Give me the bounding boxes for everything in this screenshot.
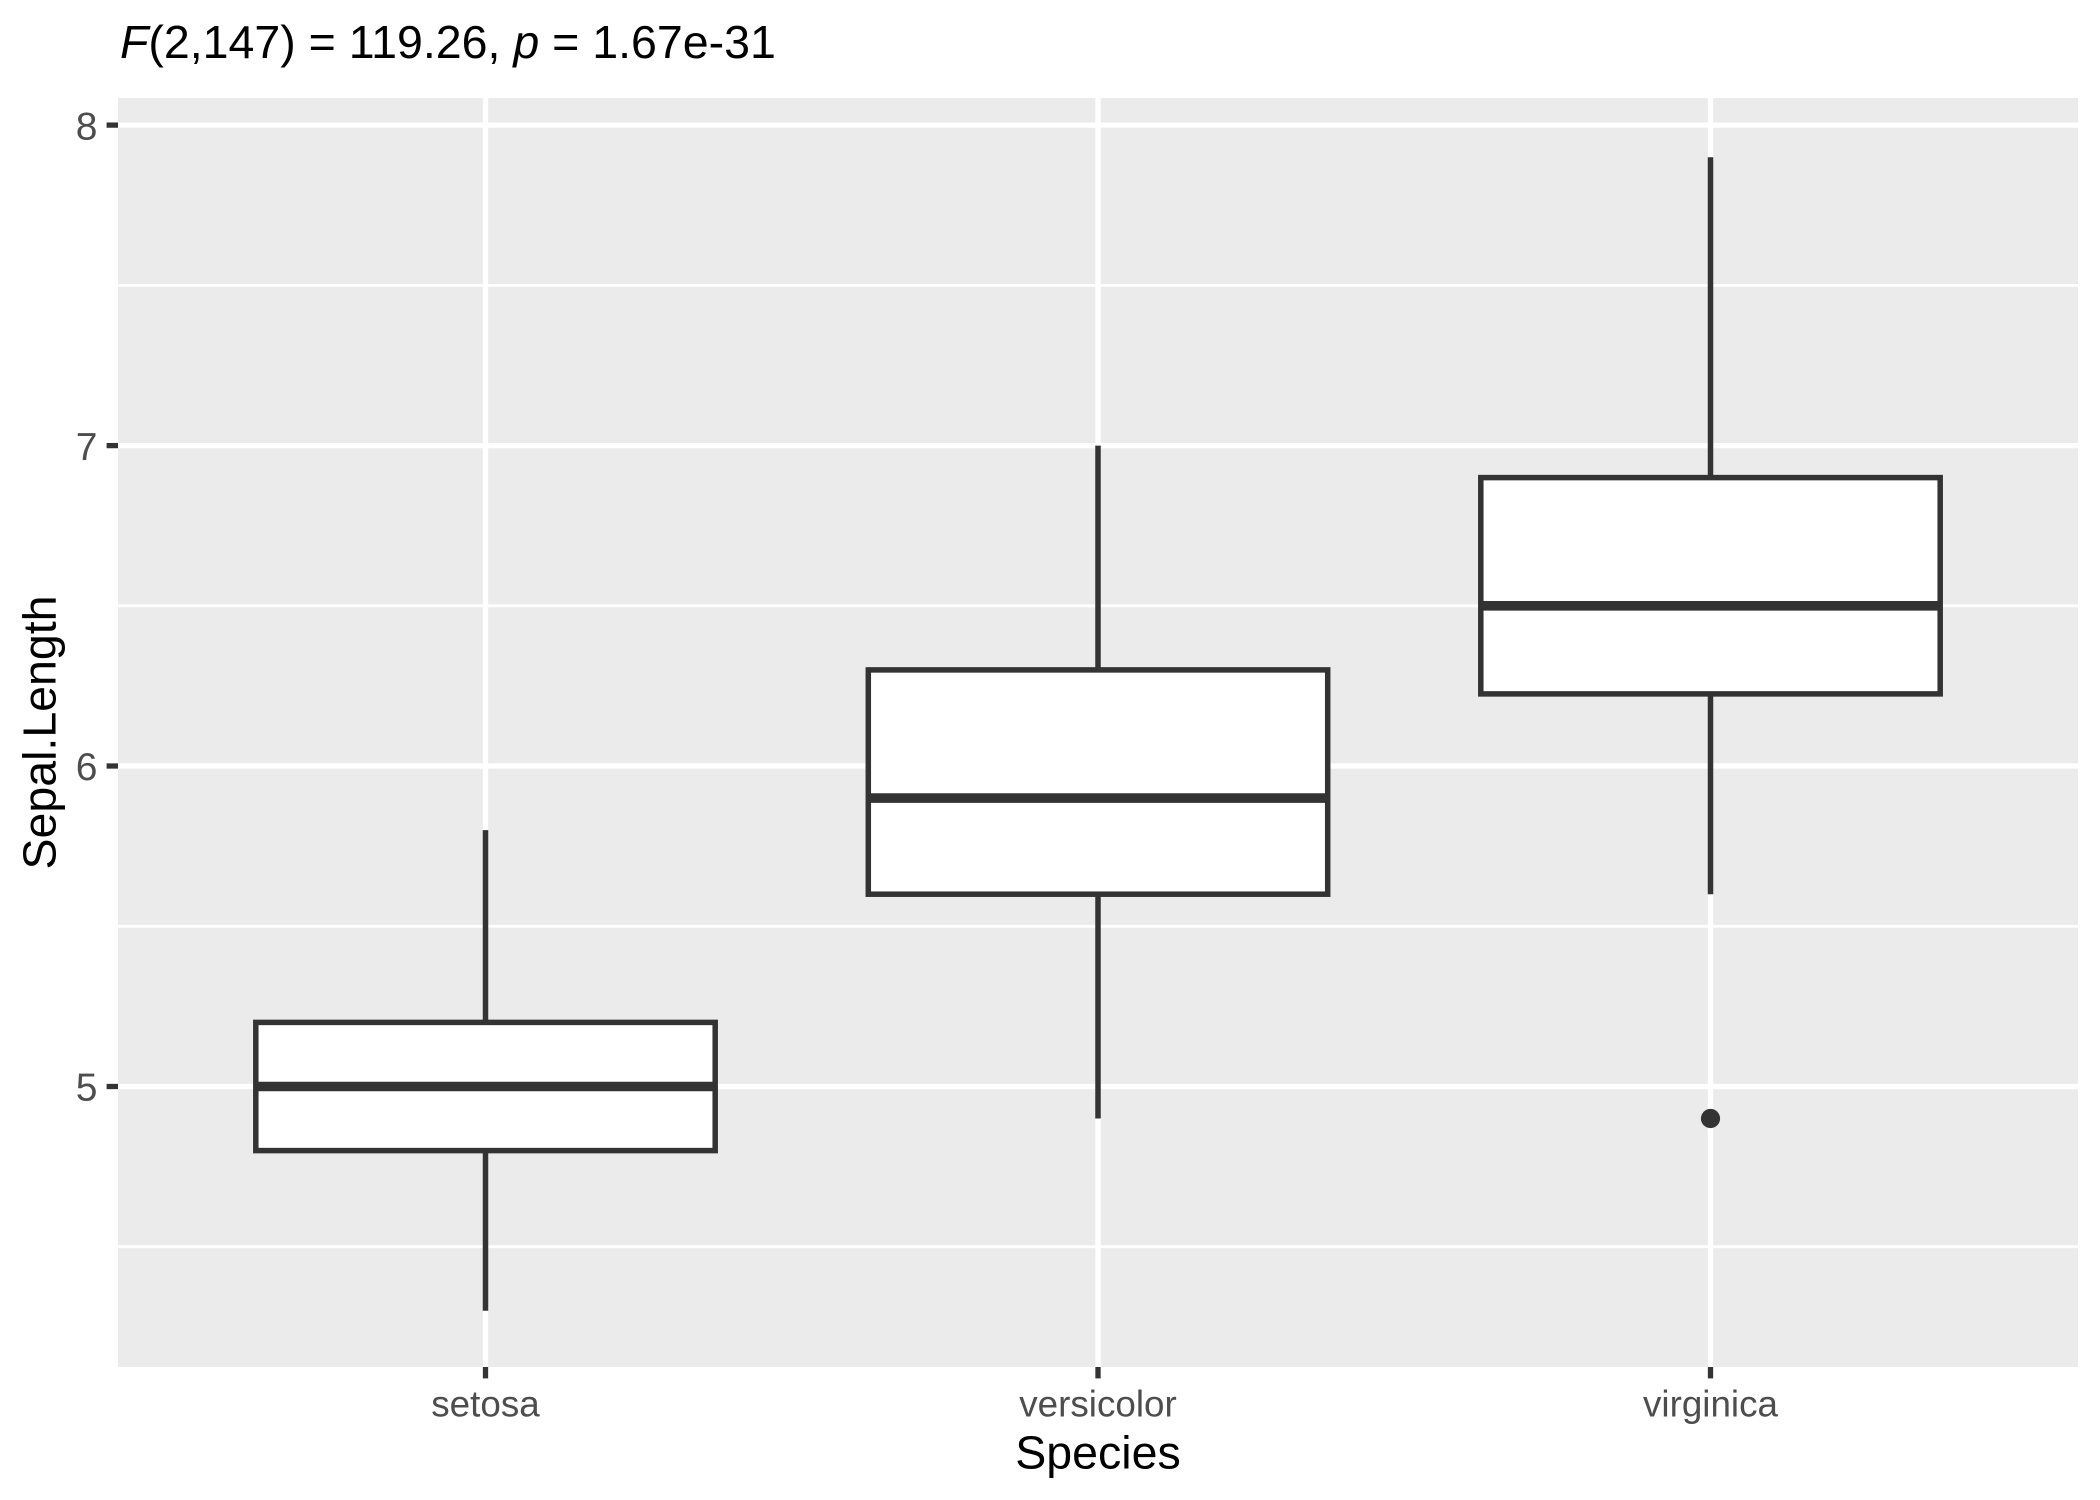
- svg-text:6: 6: [76, 746, 98, 789]
- svg-text:setosa: setosa: [431, 1384, 540, 1425]
- svg-text:8: 8: [76, 105, 98, 148]
- svg-text:5: 5: [76, 1067, 98, 1110]
- svg-text:7: 7: [76, 426, 98, 469]
- svg-text:versicolor: versicolor: [1019, 1384, 1176, 1425]
- svg-text:F(2,147) = 119.26, p = 1.67e-3: F(2,147) = 119.26, p = 1.67e-31: [120, 16, 776, 68]
- svg-text:Species: Species: [1015, 1427, 1180, 1479]
- svg-text:virginica: virginica: [1643, 1384, 1779, 1425]
- svg-text:Sepal.Length: Sepal.Length: [14, 595, 66, 869]
